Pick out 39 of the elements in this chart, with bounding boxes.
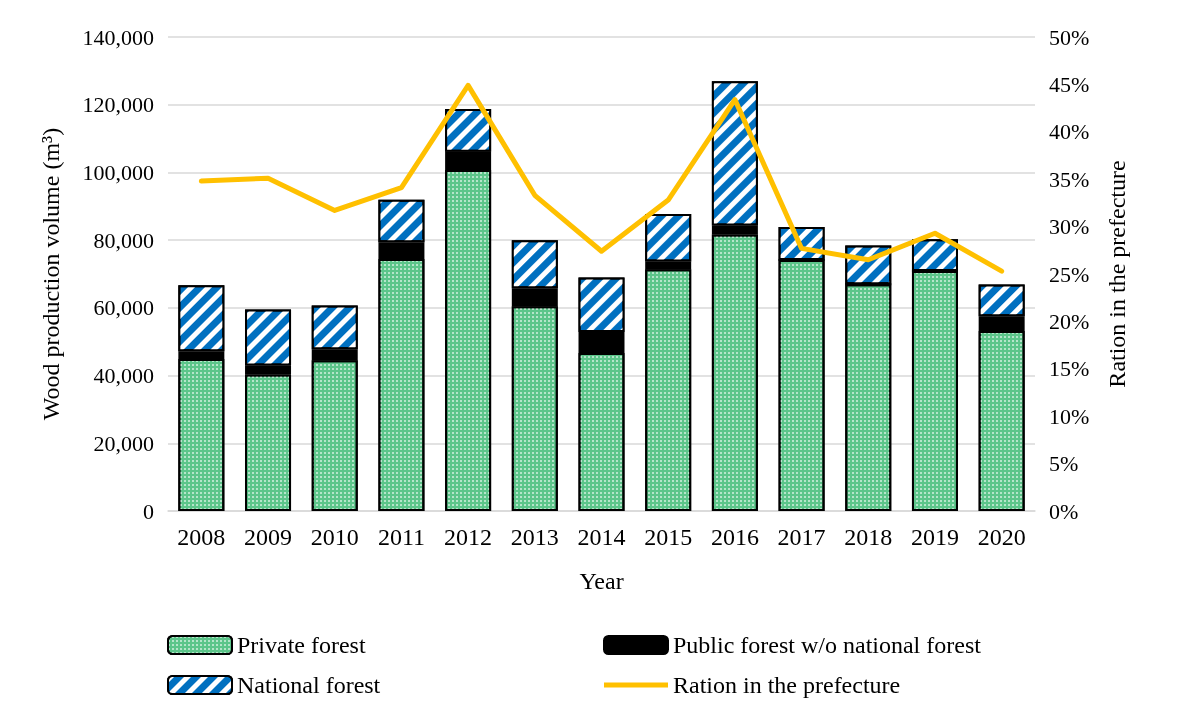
x-tick-label: 2009 bbox=[244, 524, 293, 550]
x-tick-label: 2015 bbox=[644, 524, 693, 550]
y2-axis-title: Ration in the prefecture bbox=[1104, 160, 1130, 388]
y2-tick-label: 35% bbox=[1049, 166, 1090, 192]
x-tick-label: 2019 bbox=[910, 524, 959, 550]
x-tick-label: 2017 bbox=[777, 524, 826, 550]
x-tick-label: 2018 bbox=[844, 524, 893, 550]
x-tick-label: 2010 bbox=[310, 524, 359, 550]
y2-tick-label: 0% bbox=[1049, 498, 1079, 524]
y-tick-label: 0 bbox=[143, 498, 154, 524]
y-tick-label: 60,000 bbox=[93, 295, 154, 321]
y2-tick-label: 10% bbox=[1049, 403, 1090, 429]
legend-label: National forest bbox=[237, 672, 381, 698]
y2-tick-label: 5% bbox=[1049, 451, 1079, 477]
y2-tick-label: 50% bbox=[1049, 24, 1090, 50]
x-tick-label: 2012 bbox=[444, 524, 493, 550]
y-axis-title: Wood production volume (m³) bbox=[38, 127, 64, 421]
x-tick-label: 2011 bbox=[377, 524, 425, 550]
y2-tick-label: 40% bbox=[1049, 119, 1090, 145]
x-tick-label: 2020 bbox=[977, 524, 1026, 550]
x-tick-label: 2008 bbox=[177, 524, 226, 550]
y-tick-label: 120,000 bbox=[82, 92, 154, 118]
legend-label: Ration in the prefecture bbox=[673, 672, 901, 698]
x-axis-title: Year bbox=[579, 568, 624, 594]
x-tick-label: 2016 bbox=[710, 524, 759, 550]
y2-tick-label: 45% bbox=[1049, 71, 1090, 97]
y2-tick-label: 20% bbox=[1049, 308, 1090, 334]
y2-tick-label: 15% bbox=[1049, 356, 1090, 382]
legend-label: Private forest bbox=[237, 632, 366, 658]
y-tick-label: 40,000 bbox=[93, 363, 154, 389]
y-tick-label: 80,000 bbox=[93, 227, 154, 253]
y-tick-label: 140,000 bbox=[82, 24, 154, 50]
y-tick-label: 20,000 bbox=[93, 430, 154, 456]
y2-tick-label: 30% bbox=[1049, 214, 1090, 240]
legend-label: Public forest w/o national forest bbox=[673, 632, 982, 658]
y-tick-label: 100,000 bbox=[82, 159, 154, 185]
x-tick-label: 2013 bbox=[510, 524, 559, 550]
x-tick-label: 2014 bbox=[577, 524, 626, 550]
y2-tick-label: 25% bbox=[1049, 261, 1090, 287]
